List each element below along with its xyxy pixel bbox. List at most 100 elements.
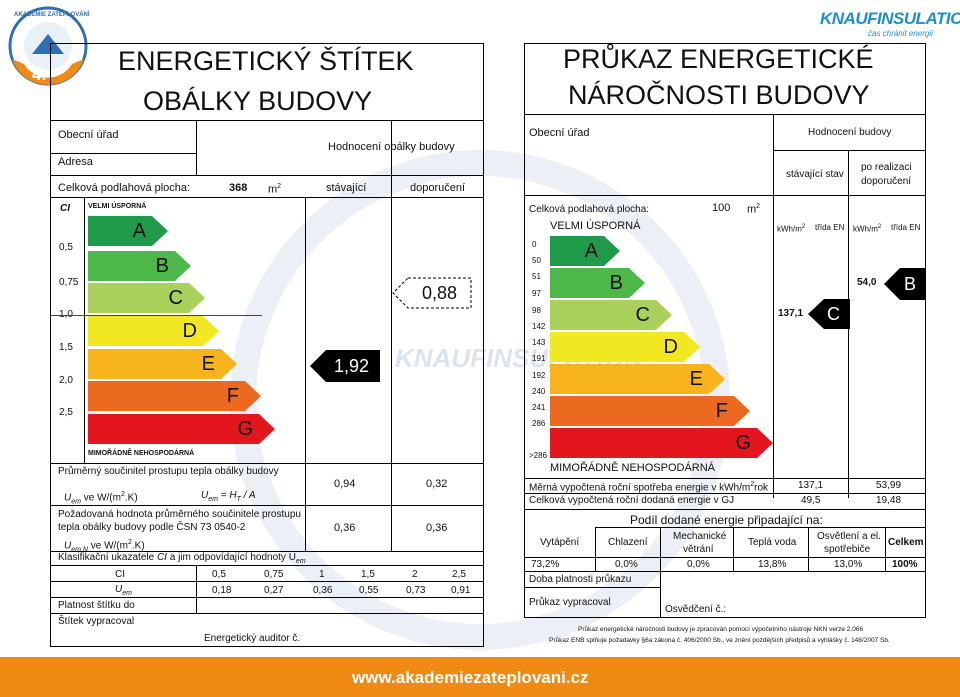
right-note-1: Průkaz energetické náročnosti budovy je … — [578, 626, 864, 633]
right-class-E: E — [550, 364, 725, 394]
uem-val-1: 0,27 — [264, 585, 284, 596]
right-title-line1: PRŮKAZ ENERGETICKÉ — [563, 44, 874, 74]
hdr-chlazeni: Chlazení — [608, 537, 648, 548]
left-title-line2: OBÁLKY BUDOVY — [143, 86, 373, 116]
knauf-logo: KNAUFINSULATION — [820, 9, 960, 28]
left-floor-area-unit: m2 — [268, 183, 282, 196]
right-class-G: G — [550, 428, 773, 458]
right-title-line2: NÁROČNOSTI BUDOVY — [568, 80, 870, 110]
left-pozadovana-line2: tepla obálky budovy podle ČSN 73 0540-2 — [58, 522, 246, 533]
left-ci-row-label: CI — [115, 569, 125, 580]
hdr-tepla-voda: Teplá voda — [748, 537, 797, 548]
right-floor-area-value: 100 — [712, 202, 731, 214]
left-scale-5: 2,5 — [59, 407, 73, 418]
right-class-B: B — [550, 268, 645, 298]
left-u-current: 0,94 — [334, 478, 356, 490]
right-hodnoceni: Hodnocení budovy — [808, 127, 892, 138]
uem-val-5: 0,91 — [451, 585, 471, 596]
left-class-D: D — [88, 316, 219, 346]
right-celkova-current: 49,5 — [801, 495, 821, 506]
right-label-frame — [524, 43, 926, 618]
left-velmi-usporna: VELMI ÚSPORNÁ — [88, 203, 147, 210]
ci-val-0: 0,5 — [212, 569, 226, 580]
right-obecni-urad: Obecní úřad — [529, 127, 590, 139]
left-u-recommended: 0,32 — [426, 478, 448, 490]
footer-url[interactable]: www.akademiezateplovani.cz — [352, 668, 589, 687]
val-celkem: 100% — [892, 559, 918, 570]
right-po-realizaci-1: po realizaci — [861, 162, 912, 173]
left-class-E: E — [88, 349, 237, 379]
left-label-frame — [50, 43, 484, 647]
right-class-A: A — [550, 236, 620, 266]
left-pozadovana-line1: Požadovaná hodnota průměrného součinitel… — [58, 509, 301, 520]
right-current-value: 137,1 — [778, 308, 804, 319]
range-5: 142 — [532, 322, 546, 331]
left-klasifikacni: Klasifikační ukazatele CI a jim odpovída… — [58, 552, 306, 566]
hdr-celkem: Celkem — [888, 537, 924, 548]
right-celkova-label: Celková vypočtená roční dodaná energie v… — [529, 495, 735, 506]
left-mimoradne: MIMOŘÁDNĚ NEHOSPODÁRNÁ — [88, 450, 195, 457]
left-scale-1: 0,75 — [59, 277, 79, 288]
akademie-logo-text: AKADEMIE ZATEPLOVÁNÍ — [14, 12, 90, 18]
range-10: 241 — [532, 403, 546, 412]
left-scale-0: 0,5 — [59, 242, 73, 253]
left-uemn-unit: Uem,N ve W/(m2.K) — [64, 539, 145, 554]
left-col-doporuceni: doporučení — [410, 182, 466, 194]
left-title-line1: ENERGETICKÝ ŠTÍTEK — [118, 46, 414, 76]
left-recommended-marker: 0,88 — [392, 277, 472, 309]
hdr-mech-2: větrání — [683, 544, 714, 555]
right-floor-area-label: Celková podlahová plocha: — [529, 204, 650, 215]
left-uem-row-label: Uem — [115, 584, 132, 598]
left-col-stavajici: stávající — [326, 182, 367, 194]
left-scale-4: 2,0 — [59, 375, 73, 386]
left-scale-3: 1,5 — [59, 342, 73, 353]
right-class-D: D — [550, 332, 700, 362]
left-uem-unit: Uem ve W/(m2.K) — [64, 491, 138, 506]
akademie-logo: AKADEMIE ZATEPLOVÁNÍ 4. — [2, 4, 102, 86]
val-mech: 0,0% — [687, 559, 710, 570]
right-kwh-1: kWh/m2 — [777, 224, 806, 234]
left-ci-heading: CI — [60, 203, 70, 214]
val-chlazeni: 0,0% — [615, 559, 638, 570]
ci-val-1: 0,75 — [264, 569, 284, 580]
left-scale-2: 1,0 — [59, 309, 73, 320]
range-1: 50 — [532, 256, 541, 265]
right-celkova-rec: 19,48 — [876, 495, 902, 506]
val-vytapeni: 73,2% — [531, 559, 560, 570]
hdr-osvetleni-2: spotřebiče — [824, 544, 871, 555]
right-rec-value: 54,0 — [857, 277, 877, 288]
left-floor-area-value: 368 — [229, 182, 248, 194]
right-stavajici-stav: stávající stav — [786, 169, 844, 180]
footer-bar: www.akademiezateplovani.cz — [0, 657, 960, 697]
right-note-2: Průkaz ENB splňuje požadavky §6a zákona … — [549, 637, 890, 644]
range-7: 191 — [532, 354, 546, 363]
left-prumerny-label: Průměrný součinitel prostupu tepla obálk… — [58, 466, 279, 477]
val-tepla-voda: 13,8% — [758, 559, 787, 570]
right-class-F: F — [550, 396, 750, 426]
right-prukaz-vypracoval: Průkaz vypracoval — [529, 597, 611, 608]
left-class-B: B — [88, 251, 191, 281]
range-11: 286 — [532, 419, 546, 428]
right-doba-platnosti: Doba platnosti průkazu — [529, 574, 632, 585]
uem-val-0: 0,18 — [212, 585, 232, 596]
left-platnost: Platnost štítku do — [58, 600, 135, 611]
val-osvetleni: 13,0% — [834, 559, 863, 570]
right-class-C: C — [550, 300, 672, 330]
left-floor-area-label: Celková podlahová plocha: — [58, 182, 191, 194]
left-stitek-vypracoval: Štítek vypracoval — [58, 616, 135, 627]
ci-val-5: 2,5 — [452, 569, 466, 580]
ci-val-4: 2 — [412, 569, 418, 580]
uem-val-2: 0,36 — [313, 585, 333, 596]
uem-val-4: 0,73 — [406, 585, 426, 596]
right-floor-area-unit: m2 — [747, 203, 761, 216]
hdr-vytapeni: Vytápění — [540, 537, 580, 548]
left-class-A: A — [88, 216, 168, 246]
right-merna-label: Měrná vypočtená roční spotřeba energie v… — [529, 481, 769, 494]
range-9: 240 — [532, 387, 546, 396]
right-merna-current: 137,1 — [798, 480, 824, 491]
uem-val-3: 0,55 — [359, 585, 379, 596]
range-0: 0 — [532, 240, 537, 249]
left-obecni-urad: Obecní úřad — [58, 129, 119, 141]
right-po-realizaci-2: doporučení — [861, 176, 912, 187]
akademie-logo-number: 4. — [32, 65, 47, 84]
